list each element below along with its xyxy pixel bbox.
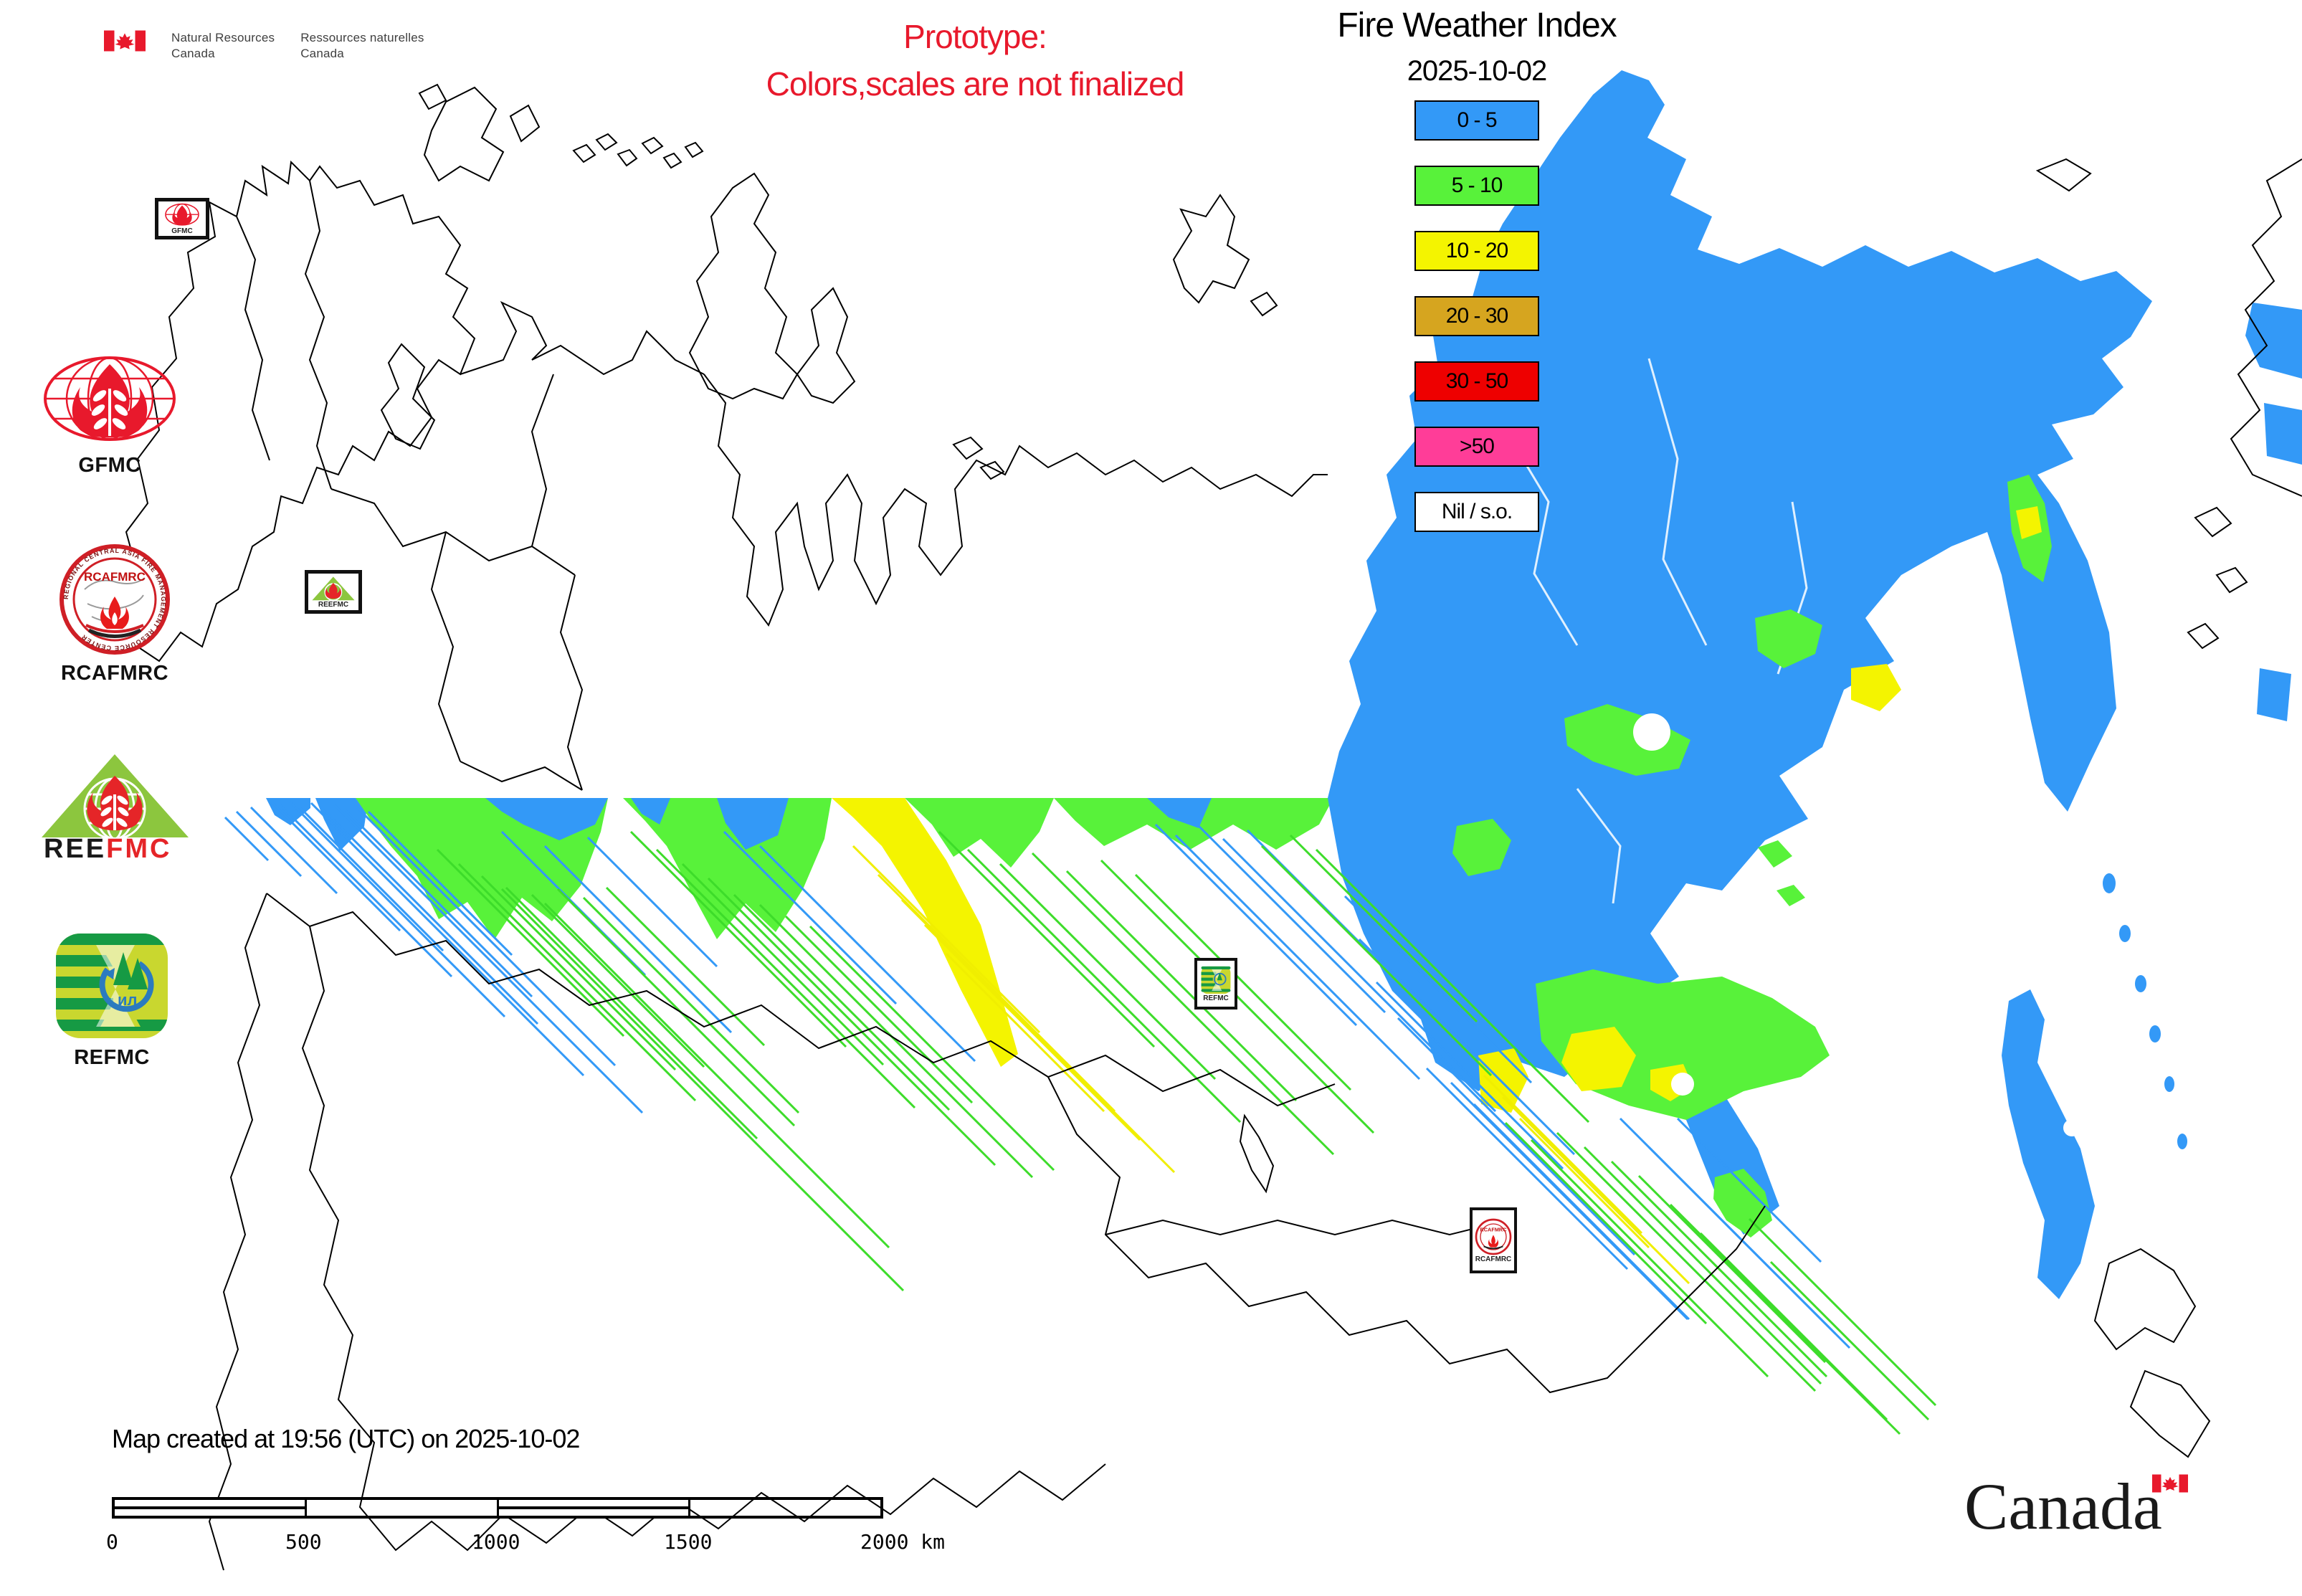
canada-wordmark-text: Canada [1964, 1470, 2162, 1543]
fwi-streaks [224, 800, 1937, 1435]
nrcan-fr-line2: Canada [300, 47, 344, 60]
scale-segment [688, 1500, 880, 1516]
nrcan-en-line2: Canada [171, 47, 215, 60]
scale-tick-0: 0 [106, 1530, 118, 1554]
legend-item-0-5: 0 - 5 [1414, 100, 1539, 141]
nrcan-fr-line1: Ressources naturelles [300, 31, 424, 44]
map-created-text: Map created at 19:56 (UTC) on 2025-10-02 [112, 1424, 580, 1453]
canada-wordmark: Canada [1964, 1468, 2222, 1554]
map-marker-rcafmrc-label: RCAFMRC [1475, 1255, 1512, 1263]
scale-tick-2000: 2000 km [860, 1530, 946, 1554]
refmc-logo: ил REFMC [54, 932, 169, 1070]
legend-label: 5 - 10 [1451, 174, 1503, 197]
refmc-mini-icon [1201, 966, 1231, 994]
reefmc-logo: REEFMC [38, 751, 192, 864]
scale-segment [115, 1500, 305, 1516]
gfmc-label: GFMC [78, 454, 141, 477]
legend-title: Fire Weather Index [1337, 6, 1617, 44]
nrcan-signature: Natural Resources Canada Ressources natu… [104, 30, 424, 62]
map-marker-reefmc-label: REEFMC [318, 600, 349, 609]
refmc-sigma-icon: ил [56, 934, 168, 1038]
svg-text:REEFMC: REEFMC [44, 834, 171, 860]
scale-tick-1000: 1000 [472, 1530, 520, 1554]
rcafmrc-center-text: RCAFMRC [84, 570, 146, 584]
legend-item-nil: Nil / s.o. [1414, 492, 1539, 532]
legend-item-10-20: 10 - 20 [1414, 231, 1539, 271]
map-marker-refmc: REFMC [1194, 958, 1237, 1010]
gfmc-logo: GFMC [42, 354, 178, 478]
scale-tick-1500: 1500 [664, 1530, 713, 1554]
legend-label: 30 - 50 [1445, 369, 1508, 393]
legend-item-20-30: 20 - 30 [1414, 296, 1539, 336]
fwi-legend: Fire Weather Index 2025-10-02 0 - 5 5 - … [1283, 0, 1670, 557]
legend-label: 10 - 20 [1445, 239, 1508, 262]
scale-bar [112, 1497, 883, 1519]
map-marker-reefmc: REEFMC [305, 570, 362, 614]
reefmc-word-red: FMC [106, 834, 171, 860]
prototype-warning: Prototype: Colors,scales are not finaliz… [645, 13, 1305, 108]
coastline-outlines [115, 83, 2302, 1571]
map-marker-rcafmrc: RCAFMRC RCAFMRC [1470, 1207, 1517, 1273]
rcafmrc-seal-icon: REGIONAL CENTRAL ASIA FIRE MANAGEMENT RE… [60, 544, 170, 655]
rcafmrc-label: RCAFMRC [60, 662, 169, 685]
map-marker-gfmc-label: GFMC [171, 227, 193, 235]
nrcan-french: Ressources naturelles Canada [300, 30, 424, 62]
map-marker-gfmc: GFMC [155, 198, 209, 239]
reefmc-word-black: REE [44, 834, 106, 860]
legend-label: 20 - 30 [1445, 304, 1508, 328]
reefmc-mini-icon [312, 576, 355, 601]
scale-segment [496, 1500, 689, 1516]
legend-item-5-10: 5 - 10 [1414, 166, 1539, 206]
nil-data-circles [1633, 713, 2080, 1136]
legend-item-gt50: >50 [1414, 427, 1539, 467]
scale-segment [304, 1500, 497, 1516]
nrcan-en-line1: Natural Resources [171, 31, 275, 44]
legend-swatches: 0 - 5 5 - 10 10 - 20 20 - 30 30 - 50 >50… [1283, 100, 1670, 532]
scale-ticks: 0 500 1000 1500 2000 km [0, 1530, 1004, 1559]
canada-wordmark-flag-icon [2152, 1474, 2188, 1493]
legend-label: Nil / s.o. [1441, 500, 1513, 523]
rcafmrc-mini-icon: RCAFMRC [1475, 1218, 1512, 1255]
gfmc-globe-flame-icon [44, 356, 176, 441]
prototype-warning-line1: Prototype: [903, 18, 1047, 55]
legend-date: 2025-10-02 [1407, 55, 1548, 87]
prototype-warning-line2: Colors,scales are not finalized [766, 65, 1185, 103]
rcafmrc-logo: REGIONAL CENTRAL ASIA FIRE MANAGEMENT RE… [59, 543, 171, 685]
refmc-inner-text: ил [118, 991, 138, 1009]
legend-label: >50 [1460, 434, 1495, 458]
scale-tick-500: 500 [285, 1530, 322, 1554]
legend-item-30-50: 30 - 50 [1414, 361, 1539, 402]
map-marker-refmc-label: REFMC [1203, 994, 1229, 1002]
nrcan-english: Natural Resources Canada [171, 30, 275, 62]
legend-label: 0 - 5 [1457, 108, 1497, 132]
canada-flag-icon [104, 30, 146, 52]
gfmc-mini-icon [165, 203, 199, 226]
svg-text:RCAFMRC: RCAFMRC [1480, 1226, 1507, 1232]
refmc-label: REFMC [74, 1046, 150, 1069]
reefmc-triangle-icon: REEFMC [42, 754, 189, 864]
